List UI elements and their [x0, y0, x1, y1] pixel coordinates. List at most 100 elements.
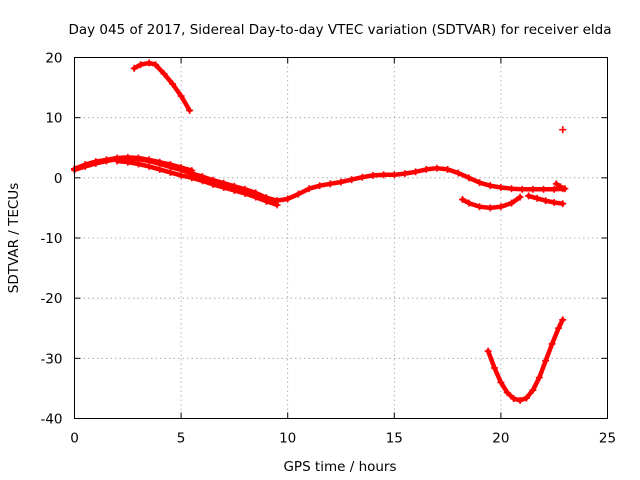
track-d-marker: [177, 171, 185, 179]
track-c-marker: [316, 182, 324, 190]
track-f-marker: [559, 316, 567, 324]
track-g-marker: [533, 194, 541, 202]
track-c-marker: [390, 171, 398, 179]
point-i-marker: [559, 126, 567, 134]
track-c-marker: [81, 162, 89, 170]
track-c-marker: [454, 169, 462, 177]
track-c-marker: [284, 195, 292, 203]
track-c-marker: [465, 174, 473, 182]
track-a-marker: [186, 106, 194, 114]
track-c-marker: [518, 185, 526, 193]
track-d-marker: [156, 165, 164, 173]
track-a-marker: [160, 70, 168, 78]
track-c-marker: [529, 185, 537, 193]
track-d-marker: [145, 162, 153, 170]
y-axis-label: SDTVAR / TECUs: [6, 183, 22, 293]
y-tick-label: 20: [45, 51, 62, 67]
y-tick-label: -10: [40, 231, 62, 247]
track-e-marker: [497, 203, 505, 211]
track-c-marker: [102, 157, 110, 165]
track-f-marker: [542, 357, 550, 365]
track-c-marker: [486, 182, 494, 190]
track-d-marker: [273, 201, 281, 209]
track-h-marker: [559, 185, 567, 193]
track-c-marker: [444, 165, 452, 173]
track-e-marker: [465, 199, 473, 207]
track-c-marker: [369, 171, 377, 179]
y-tick-label: -40: [40, 412, 62, 428]
track-d-marker: [209, 180, 217, 188]
track-d-marker: [166, 168, 174, 176]
track-c-marker: [508, 185, 516, 193]
track-g-marker: [559, 200, 567, 208]
track-a-marker: [169, 80, 177, 88]
track-f-marker: [497, 378, 505, 386]
track-h-marker: [552, 180, 560, 188]
track-a-marker: [152, 61, 160, 69]
chart-title: Day 045 of 2017, Sidereal Day-to-day VTE…: [68, 22, 611, 38]
track-c-marker: [358, 173, 366, 181]
x-tick-label: 25: [599, 431, 616, 447]
track-c-marker: [422, 165, 430, 173]
track-c-marker: [337, 178, 345, 186]
track-c-marker: [305, 185, 313, 193]
y-tick-label: 0: [54, 171, 63, 187]
track-d-marker: [188, 174, 196, 182]
track-d-marker: [124, 158, 132, 166]
track-c-marker: [412, 168, 420, 176]
track-c-marker: [401, 170, 409, 178]
track-f-marker: [548, 340, 556, 348]
track-c-marker: [92, 159, 100, 167]
track-a-marker: [137, 61, 145, 69]
track-c-marker: [348, 176, 356, 184]
track-f-marker: [516, 396, 524, 404]
track-g-marker: [525, 192, 533, 200]
track-c-marker: [497, 183, 505, 191]
track-f-marker: [522, 394, 530, 402]
track-a-marker: [130, 64, 138, 72]
track-c-marker: [550, 185, 558, 193]
track-a-marker: [177, 92, 185, 100]
axis-ticks: 0 5 10 15 20 25 -40 -30 -20 -10 0 10 20: [40, 51, 616, 447]
track-d-marker: [252, 193, 260, 201]
track-d-marker: [134, 160, 142, 168]
track-d-marker: [230, 186, 238, 194]
x-tick-label: 15: [386, 431, 403, 447]
y-tick-label: -20: [40, 291, 62, 307]
track-f-marker: [529, 386, 537, 394]
x-axis-label: GPS time / hours: [283, 459, 396, 475]
track-c-marker: [476, 179, 484, 187]
track-d-marker: [241, 189, 249, 197]
track-c-marker: [433, 164, 441, 172]
track-a-marker: [145, 59, 153, 67]
track-c-marker: [380, 171, 388, 179]
track-f-line: [485, 317, 565, 403]
track-f-marker: [484, 347, 492, 355]
track-e-marker: [516, 193, 524, 201]
track-c-marker: [540, 185, 548, 193]
track-d-marker: [220, 183, 228, 191]
track-c-marker: [326, 180, 334, 188]
x-tick-label: 10: [279, 431, 296, 447]
track-d-line: [114, 158, 280, 208]
grid-lines: [74, 57, 608, 419]
track-f-marker: [491, 364, 499, 372]
track-e-marker: [508, 199, 516, 207]
x-tick-label: 20: [492, 431, 509, 447]
data-series: [71, 59, 569, 404]
track-c-marker: [294, 190, 302, 198]
track-f-marker: [554, 324, 562, 332]
y-tick-label: -30: [40, 351, 62, 367]
track-g-marker: [542, 197, 550, 205]
track-d-marker: [262, 197, 270, 205]
track-e-marker: [476, 203, 484, 211]
track-f-marker: [503, 389, 511, 397]
track-g-marker: [550, 199, 558, 207]
track-f-marker: [510, 395, 518, 403]
track-e-marker: [486, 204, 494, 212]
track-d-marker: [113, 157, 121, 165]
y-tick-label: 10: [45, 111, 62, 127]
x-tick-label: 5: [177, 431, 186, 447]
track-f-marker: [535, 374, 543, 382]
